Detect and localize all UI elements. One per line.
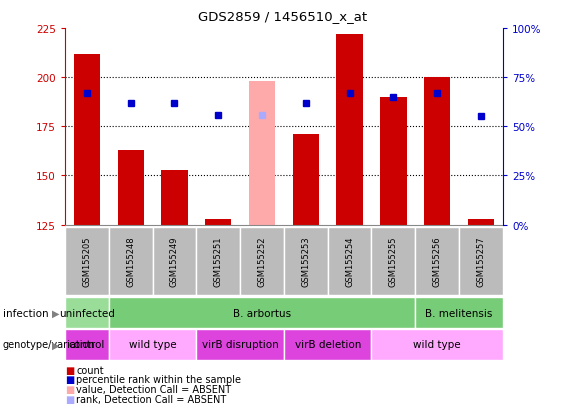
- Bar: [197, 227, 240, 295]
- Text: value, Detection Call = ABSENT: value, Detection Call = ABSENT: [76, 385, 232, 394]
- Bar: [415, 227, 459, 295]
- Bar: [73, 55, 100, 225]
- Bar: [468, 219, 494, 225]
- Text: ■: ■: [65, 385, 74, 394]
- Text: ■: ■: [65, 375, 74, 385]
- Text: uninfected: uninfected: [59, 308, 115, 318]
- Bar: [284, 329, 372, 360]
- Text: virB disruption: virB disruption: [202, 339, 279, 350]
- Bar: [249, 82, 275, 225]
- Bar: [372, 329, 503, 360]
- Bar: [240, 227, 284, 295]
- Text: control: control: [69, 339, 105, 350]
- Text: rank, Detection Call = ABSENT: rank, Detection Call = ABSENT: [76, 394, 227, 404]
- Text: count: count: [76, 365, 104, 375]
- Text: wild type: wild type: [414, 339, 461, 350]
- Bar: [65, 297, 109, 328]
- Bar: [293, 135, 319, 225]
- Text: B. melitensis: B. melitensis: [425, 308, 493, 318]
- Bar: [424, 78, 450, 225]
- Text: GSM155257: GSM155257: [476, 236, 485, 287]
- Text: GSM155251: GSM155251: [214, 236, 223, 286]
- Text: virB deletion: virB deletion: [294, 339, 361, 350]
- Text: ▶: ▶: [52, 308, 59, 318]
- Bar: [372, 227, 415, 295]
- Text: ■: ■: [65, 365, 74, 375]
- Text: GDS2859 / 1456510_x_at: GDS2859 / 1456510_x_at: [198, 10, 367, 23]
- Text: wild type: wild type: [129, 339, 176, 350]
- Bar: [108, 297, 415, 328]
- Text: B. arbortus: B. arbortus: [233, 308, 291, 318]
- Text: GSM155255: GSM155255: [389, 236, 398, 286]
- Bar: [459, 227, 503, 295]
- Text: GSM155205: GSM155205: [82, 236, 92, 286]
- Text: infection: infection: [3, 308, 49, 318]
- Bar: [197, 329, 284, 360]
- Bar: [415, 297, 503, 328]
- Text: GSM155252: GSM155252: [258, 236, 267, 286]
- Text: GSM155256: GSM155256: [433, 236, 442, 287]
- Bar: [336, 35, 363, 225]
- Bar: [108, 227, 153, 295]
- Bar: [65, 329, 109, 360]
- Text: GSM155253: GSM155253: [301, 236, 310, 287]
- Bar: [380, 97, 406, 225]
- Text: ■: ■: [65, 394, 74, 404]
- Bar: [153, 227, 197, 295]
- Text: GSM155254: GSM155254: [345, 236, 354, 286]
- Text: GSM155249: GSM155249: [170, 236, 179, 286]
- Text: percentile rank within the sample: percentile rank within the sample: [76, 375, 241, 385]
- Text: ▶: ▶: [52, 339, 59, 350]
- Bar: [118, 150, 144, 225]
- Bar: [284, 227, 328, 295]
- Bar: [162, 170, 188, 225]
- Bar: [328, 227, 372, 295]
- Bar: [65, 227, 109, 295]
- Text: GSM155248: GSM155248: [126, 236, 135, 287]
- Bar: [108, 329, 197, 360]
- Bar: [205, 219, 232, 225]
- Text: genotype/variation: genotype/variation: [3, 339, 95, 350]
